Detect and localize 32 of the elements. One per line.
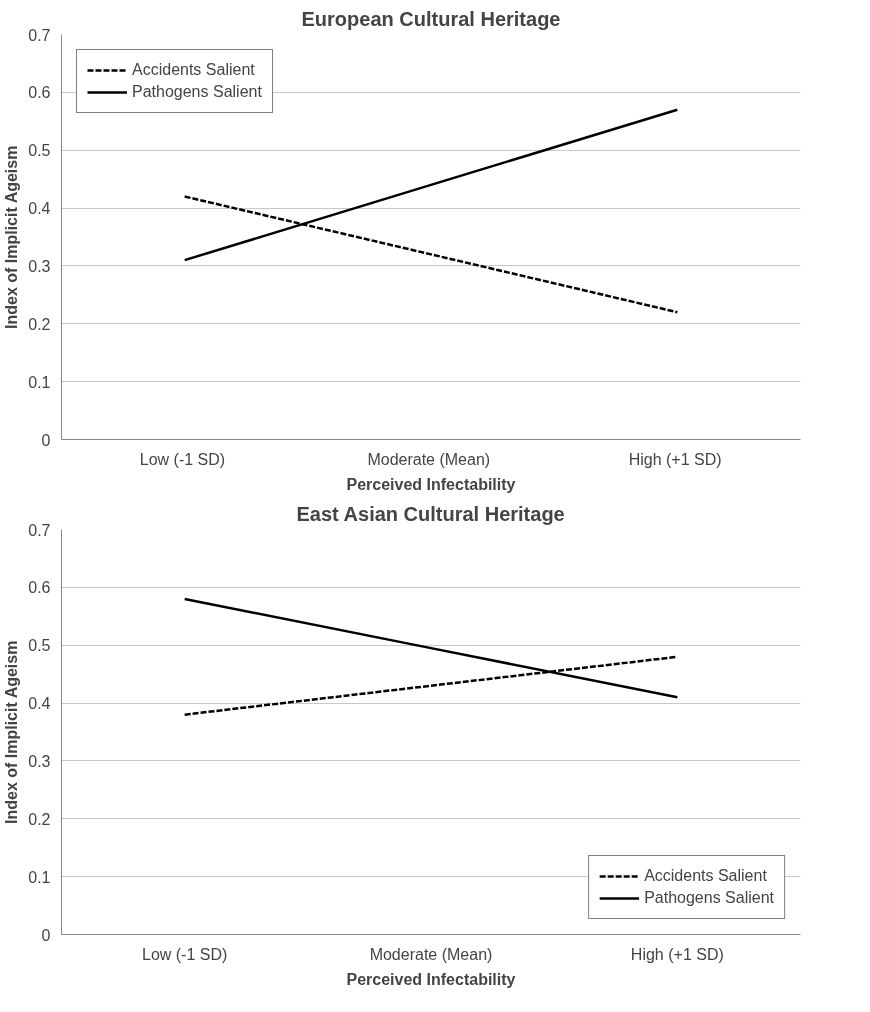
x-axis-title: Perceived Infectability bbox=[346, 475, 516, 493]
x-tick-label: High (+1 SD) bbox=[628, 450, 722, 468]
chart-title: East Asian Cultural Heritage bbox=[296, 502, 565, 525]
y-tick-label: 0.1 bbox=[28, 868, 51, 886]
y-tick-label: 0.4 bbox=[28, 200, 51, 218]
y-tick-label: 0.1 bbox=[28, 373, 51, 391]
y-tick-label: 0.2 bbox=[28, 315, 51, 333]
legend-label: Accidents Salient bbox=[644, 867, 767, 885]
x-tick-label: High (+1 SD) bbox=[630, 945, 724, 963]
y-tick-label: 0.6 bbox=[28, 579, 51, 597]
y-tick-label: 0 bbox=[41, 926, 51, 944]
legend-label: Accidents Salient bbox=[132, 61, 255, 79]
x-axis-title: Perceived Infectability bbox=[346, 970, 516, 988]
y-tick-label: 0.7 bbox=[28, 26, 51, 44]
legend-label: Pathogens Salient bbox=[132, 83, 262, 101]
chart-title: European Cultural Heritage bbox=[301, 7, 561, 30]
x-tick-label: Low (-1 SD) bbox=[141, 945, 228, 963]
y-tick-label: 0.2 bbox=[28, 810, 51, 828]
y-tick-label: 0.3 bbox=[28, 257, 51, 275]
y-tick-label: 0.5 bbox=[28, 637, 51, 655]
y-tick-label: 0.7 bbox=[28, 521, 51, 539]
x-tick-label: Moderate (Mean) bbox=[369, 945, 493, 963]
y-tick-label: 0.5 bbox=[28, 142, 51, 160]
x-tick-label: Moderate (Mean) bbox=[367, 450, 491, 468]
legend-label: Pathogens Salient bbox=[644, 889, 774, 907]
y-axis-title: Index of Implicit Ageism bbox=[3, 640, 21, 825]
y-tick-label: 0.6 bbox=[28, 84, 51, 102]
x-tick-label: Low (-1 SD) bbox=[139, 450, 226, 468]
y-tick-label: 0 bbox=[41, 431, 51, 449]
y-tick-label: 0.4 bbox=[28, 695, 51, 713]
y-tick-label: 0.3 bbox=[28, 752, 51, 770]
y-axis-title: Index of Implicit Ageism bbox=[3, 145, 21, 330]
